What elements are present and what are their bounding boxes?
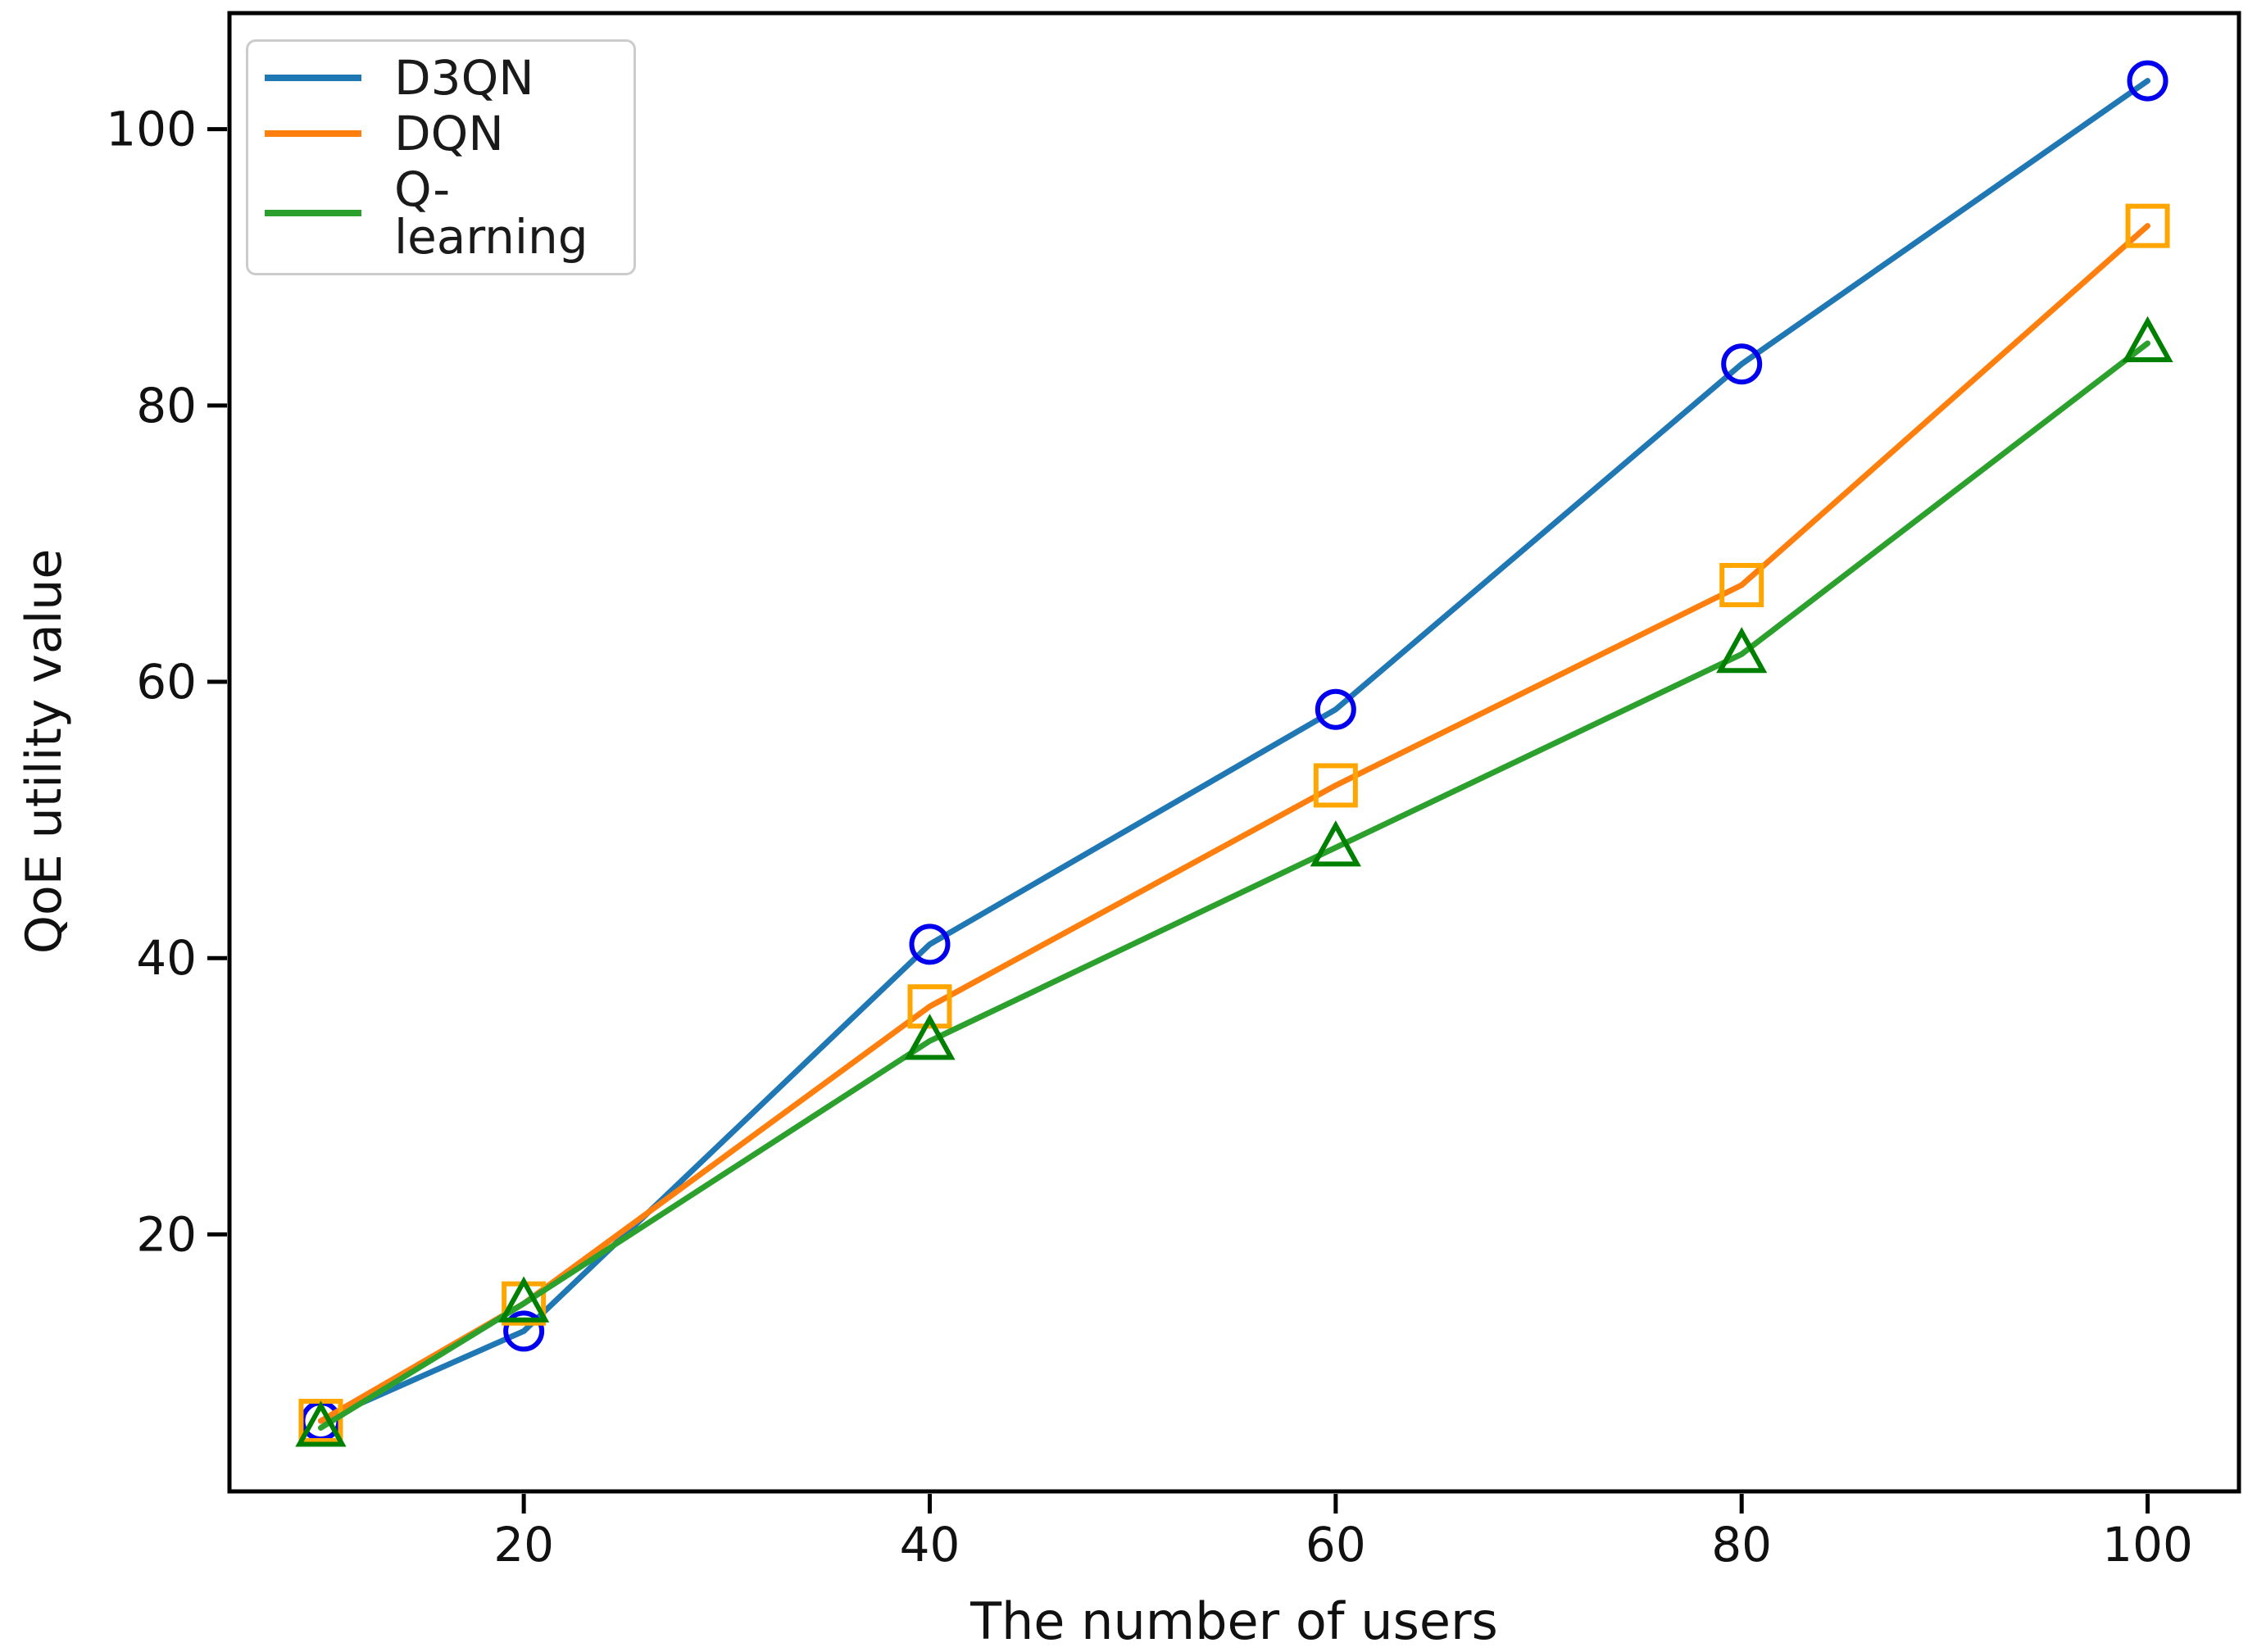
x-tick-label: 100	[2102, 1517, 2193, 1573]
y-axis-label: QoE utility value	[16, 548, 73, 955]
series-qlearning-triangle-marker	[1310, 820, 1361, 867]
series-line-d3qn	[317, 78, 2151, 1424]
series-dqn-square-marker	[1313, 763, 1358, 808]
y-tick-label: 100	[106, 102, 197, 157]
legend-entry-qlearning: Q-learning	[248, 166, 633, 261]
x-tick-label: 80	[1711, 1517, 1772, 1573]
series-d3qn-circle-marker	[2127, 60, 2168, 102]
series-d3qn-circle-marker	[1721, 343, 1763, 385]
y-tick-label: 20	[136, 1206, 197, 1262]
legend-swatch-d3qn	[265, 75, 361, 81]
series-qlearning-triangle-marker	[498, 1276, 550, 1323]
legend-entry-dqn: DQN	[248, 110, 633, 157]
series-dqn-square-marker	[1719, 562, 1764, 607]
series-dqn-square-marker	[2125, 203, 2170, 248]
series-qlearning-triangle-marker	[904, 1014, 956, 1060]
series-dqn-square-marker	[907, 984, 952, 1029]
series-qlearning-triangle-marker	[1716, 627, 1768, 674]
legend-label-qlearning: Q-learning	[394, 161, 588, 265]
series-line-qlearning	[317, 340, 2151, 1431]
legend-swatch-dqn	[265, 130, 361, 137]
legend-label-d3qn: D3QN	[394, 50, 534, 106]
series-d3qn-circle-marker	[909, 924, 951, 965]
y-tick-label: 60	[136, 654, 197, 710]
legend-swatch-qlearning	[265, 210, 361, 216]
legend-label-dqn: DQN	[394, 106, 504, 161]
legend: D3QN DQN Q-learning	[246, 39, 636, 275]
y-tick-label: 40	[136, 930, 197, 986]
series-d3qn-circle-marker	[503, 1310, 545, 1352]
x-axis-label: The number of users	[970, 1591, 1498, 1651]
legend-entry-d3qn: D3QN	[248, 54, 633, 102]
series-d3qn-circle-marker	[1315, 688, 1356, 730]
x-tick-label: 20	[493, 1517, 554, 1573]
x-tick-label: 60	[1306, 1517, 1366, 1573]
series-qlearning-triangle-marker	[295, 1400, 347, 1447]
series-line-dqn	[317, 223, 2151, 1424]
plot-frame	[227, 11, 2241, 1494]
x-tick-label: 40	[900, 1517, 960, 1573]
y-tick-label: 80	[136, 378, 197, 433]
series-qlearning-triangle-marker	[2122, 315, 2173, 362]
